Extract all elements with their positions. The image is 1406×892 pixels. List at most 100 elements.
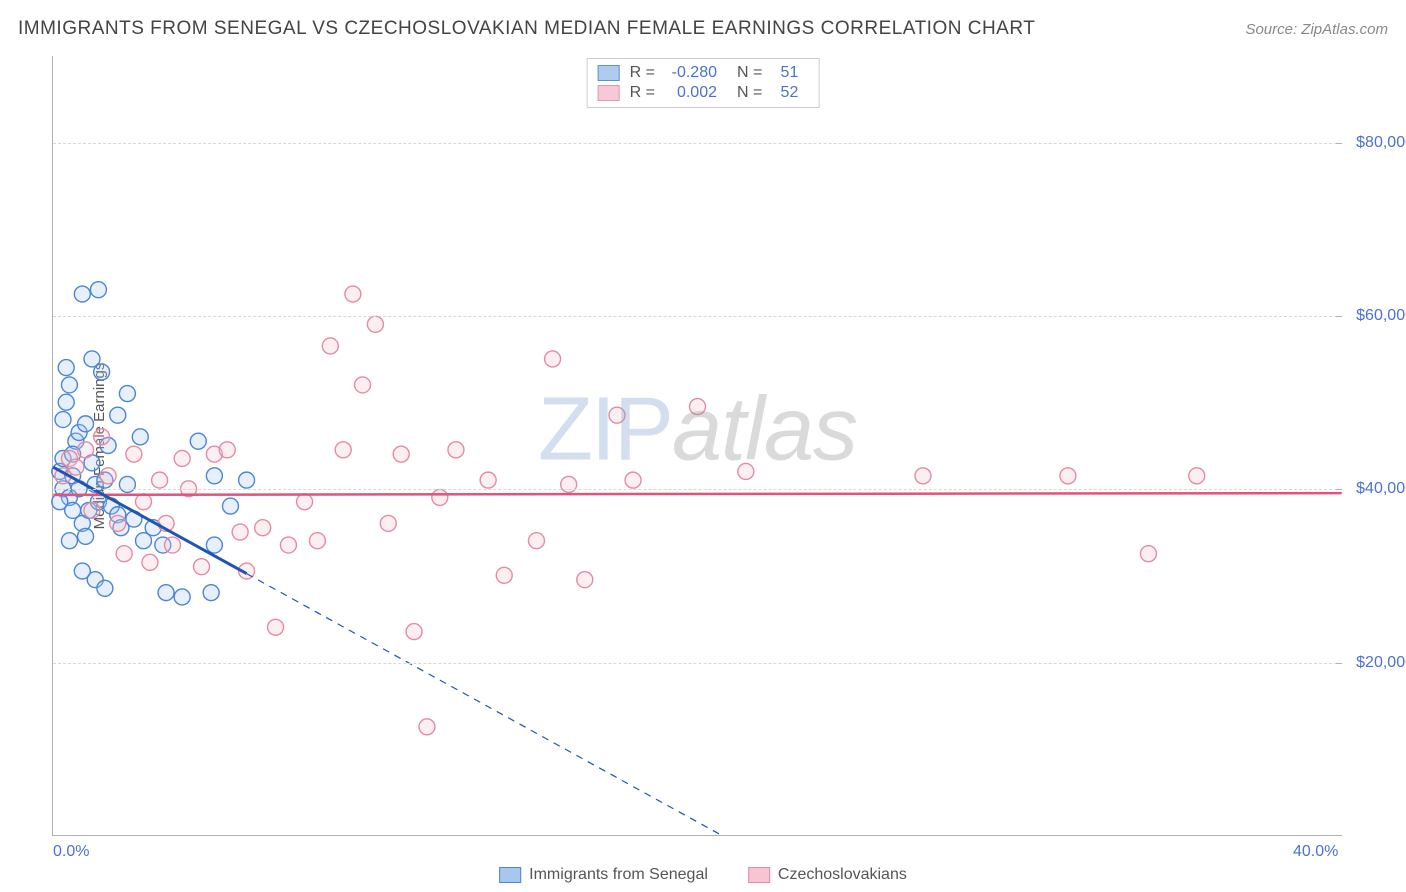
data-point [528,533,544,549]
stat-r-label: R = [630,64,655,82]
series-name: Czechoslovakians [778,866,907,884]
x-tick-label: 40.0% [1293,843,1338,861]
data-point [222,498,238,514]
data-point [1189,468,1205,484]
stat-n-value: 52 [768,84,798,102]
data-point [545,351,561,367]
data-point [355,377,371,393]
data-point [94,364,110,380]
data-point [380,515,396,531]
data-point [406,624,422,640]
series-name: Immigrants from Senegal [529,866,708,884]
data-point [142,554,158,570]
data-point [90,282,106,298]
data-point [239,472,255,488]
data-point [110,515,126,531]
y-tick-label: $60,000 [1350,307,1406,325]
data-point [119,386,135,402]
right-tick [1336,663,1342,664]
data-point [480,472,496,488]
data-point [174,589,190,605]
data-point [690,399,706,415]
data-point [78,528,94,544]
data-point [419,719,435,735]
data-point [309,533,325,549]
data-point [174,450,190,466]
series-legend-item: Immigrants from Senegal [499,866,708,884]
data-point [280,537,296,553]
data-point [110,407,126,423]
data-point [52,494,68,510]
data-point [58,394,74,410]
legend-swatch [598,85,620,101]
data-point [165,537,181,553]
data-point [232,524,248,540]
data-point [58,360,74,376]
data-point [126,446,142,462]
right-tick [1336,316,1342,317]
data-point [738,463,754,479]
gridline-h [53,143,1342,144]
series-legend: Immigrants from Senegal Czechoslovakians [499,866,907,884]
data-point [94,429,110,445]
data-point [116,546,132,562]
stats-legend-row: R = -0.280 N = 51 [598,63,809,83]
data-point [61,377,77,393]
data-point [61,533,77,549]
data-point [496,567,512,583]
data-point [152,472,168,488]
stat-n-label: N = [737,64,762,82]
data-point [206,537,222,553]
data-point [393,446,409,462]
y-tick-label: $80,000 [1350,134,1406,152]
data-point [158,585,174,601]
data-point [100,468,116,484]
data-point [345,286,361,302]
data-point [84,502,100,518]
scatter-svg [53,56,1342,835]
header-bar: IMMIGRANTS FROM SENEGAL VS CZECHOSLOVAKI… [18,18,1388,40]
y-tick-label: $20,000 [1350,654,1406,672]
data-point [219,442,235,458]
data-point [193,559,209,575]
stat-r-value: 0.002 [661,84,717,102]
data-point [335,442,351,458]
data-point [268,619,284,635]
stat-r-value: -0.280 [661,64,717,82]
data-point [322,338,338,354]
legend-swatch [499,867,521,883]
data-point [609,407,625,423]
data-point [203,585,219,601]
stat-n-label: N = [737,84,762,102]
data-point [132,429,148,445]
data-point [68,459,84,475]
data-point [1140,546,1156,562]
gridline-h [53,489,1342,490]
data-point [74,563,90,579]
data-point [1060,468,1076,484]
data-point [367,316,383,332]
data-point [74,286,90,302]
data-point [97,580,113,596]
data-point [78,442,94,458]
series-legend-item: Czechoslovakians [748,866,907,884]
chart-title: IMMIGRANTS FROM SENEGAL VS CZECHOSLOVAKI… [18,18,1035,40]
data-point [55,412,71,428]
data-point [432,489,448,505]
data-point [78,416,94,432]
stats-legend: R = -0.280 N = 51 R = 0.002 N = 52 [587,58,820,108]
data-point [255,520,271,536]
data-point [448,442,464,458]
y-tick-label: $40,000 [1350,480,1406,498]
data-point [136,494,152,510]
stat-n-value: 51 [768,64,798,82]
plot-area: ZIPatlas $20,000$40,000$60,000$80,0000.0… [52,56,1342,836]
data-point [206,468,222,484]
data-point [625,472,641,488]
source-attribution: Source: ZipAtlas.com [1245,21,1388,38]
legend-swatch [598,65,620,81]
stat-r-label: R = [630,84,655,102]
data-point [297,494,313,510]
stats-legend-row: R = 0.002 N = 52 [598,83,809,103]
data-point [915,468,931,484]
